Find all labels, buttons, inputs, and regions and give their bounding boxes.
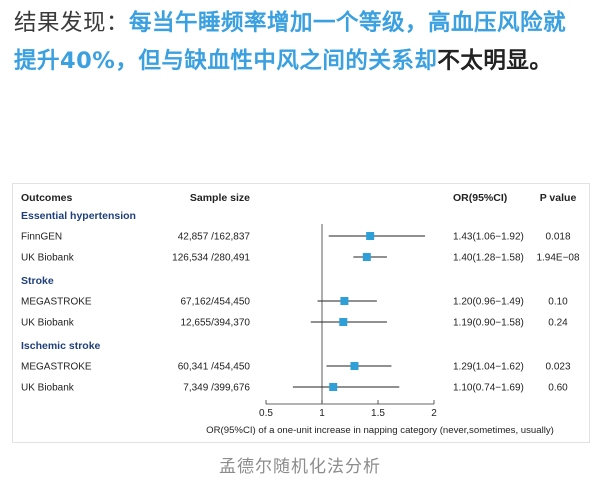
headline-lead: 结果发现： [14, 10, 130, 36]
header-or: OR(95%CI) [453, 192, 507, 204]
row-outcome-label: MEGASTROKE [21, 297, 92, 308]
x-tick-label: 2 [431, 408, 437, 419]
figure-caption: 孟德尔随机化法分析 [219, 457, 381, 477]
row-outcome-label: FinnGEN [21, 232, 62, 243]
row-sample-size: 42,857 /162,837 [178, 232, 251, 243]
x-tick-label: 1 [319, 408, 325, 419]
forest-plot: Outcomes Sample size OR(95%CI) P value Essen… [21, 192, 580, 436]
or-marker [329, 383, 338, 391]
row-p-value: 0.60 [548, 383, 568, 394]
row-p-value: 0.10 [548, 297, 568, 308]
group-label: Ischemic stroke [21, 340, 101, 352]
row-p-value: 0.018 [545, 232, 570, 243]
x-tick-label: 0.5 [259, 408, 273, 419]
header-p-value: P value [540, 192, 577, 204]
or-marker [362, 253, 371, 261]
row-p-value: 0.24 [548, 318, 568, 329]
row-or-ci: 1.10(0.74−1.69) [453, 383, 524, 394]
header-sample-size: Sample size [190, 192, 250, 204]
row-p-value: 0.023 [545, 362, 570, 373]
row-or-ci: 1.29(1.04−1.62) [453, 362, 524, 373]
row-outcome-label: UK Biobank [21, 383, 75, 394]
x-axis-label: OR(95%CI) of a one-unit increase in napp… [206, 425, 554, 436]
headline: 结果发现：每当午睡频率增加一个等级，高血压风险就提升40%，但与缺血性中风之间的… [14, 4, 586, 80]
or-marker [366, 232, 375, 240]
group-label: Stroke [21, 275, 54, 287]
or-marker [340, 297, 349, 305]
group-label: Essential hypertension [21, 210, 136, 222]
header-outcomes: Outcomes [21, 192, 73, 204]
row-sample-size: 12,655/394,370 [180, 318, 250, 329]
row-sample-size: 126,534 /280,491 [172, 253, 250, 264]
headline-tail: 不太明显。 [437, 48, 553, 74]
forest-plot-figure: Outcomes Sample size OR(95%CI) P value Essen… [12, 183, 590, 443]
row-outcome-label: UK Biobank [21, 253, 75, 264]
row-sample-size: 67,162/454,450 [180, 297, 250, 308]
row-outcome-label: UK Biobank [21, 318, 75, 329]
row-sample-size: 60,341 /454,450 [178, 362, 251, 373]
row-sample-size: 7,349 /399,676 [183, 383, 250, 394]
row-or-ci: 1.40(1.28−1.58) [453, 253, 524, 264]
row-p-value: 1.94E−08 [536, 253, 580, 264]
row-or-ci: 1.20(0.96−1.49) [453, 297, 524, 308]
x-tick-label: 1.5 [371, 408, 385, 419]
row-outcome-label: MEGASTROKE [21, 362, 92, 373]
headline-body: 每当午睡频率增加一个等级，高血压风险就提升40%，但与缺血性中风之间的关系却 [14, 10, 567, 74]
row-or-ci: 1.19(0.90−1.58) [453, 318, 524, 329]
or-marker [339, 318, 348, 326]
or-marker [350, 362, 359, 370]
row-or-ci: 1.43(1.06−1.92) [453, 232, 524, 243]
